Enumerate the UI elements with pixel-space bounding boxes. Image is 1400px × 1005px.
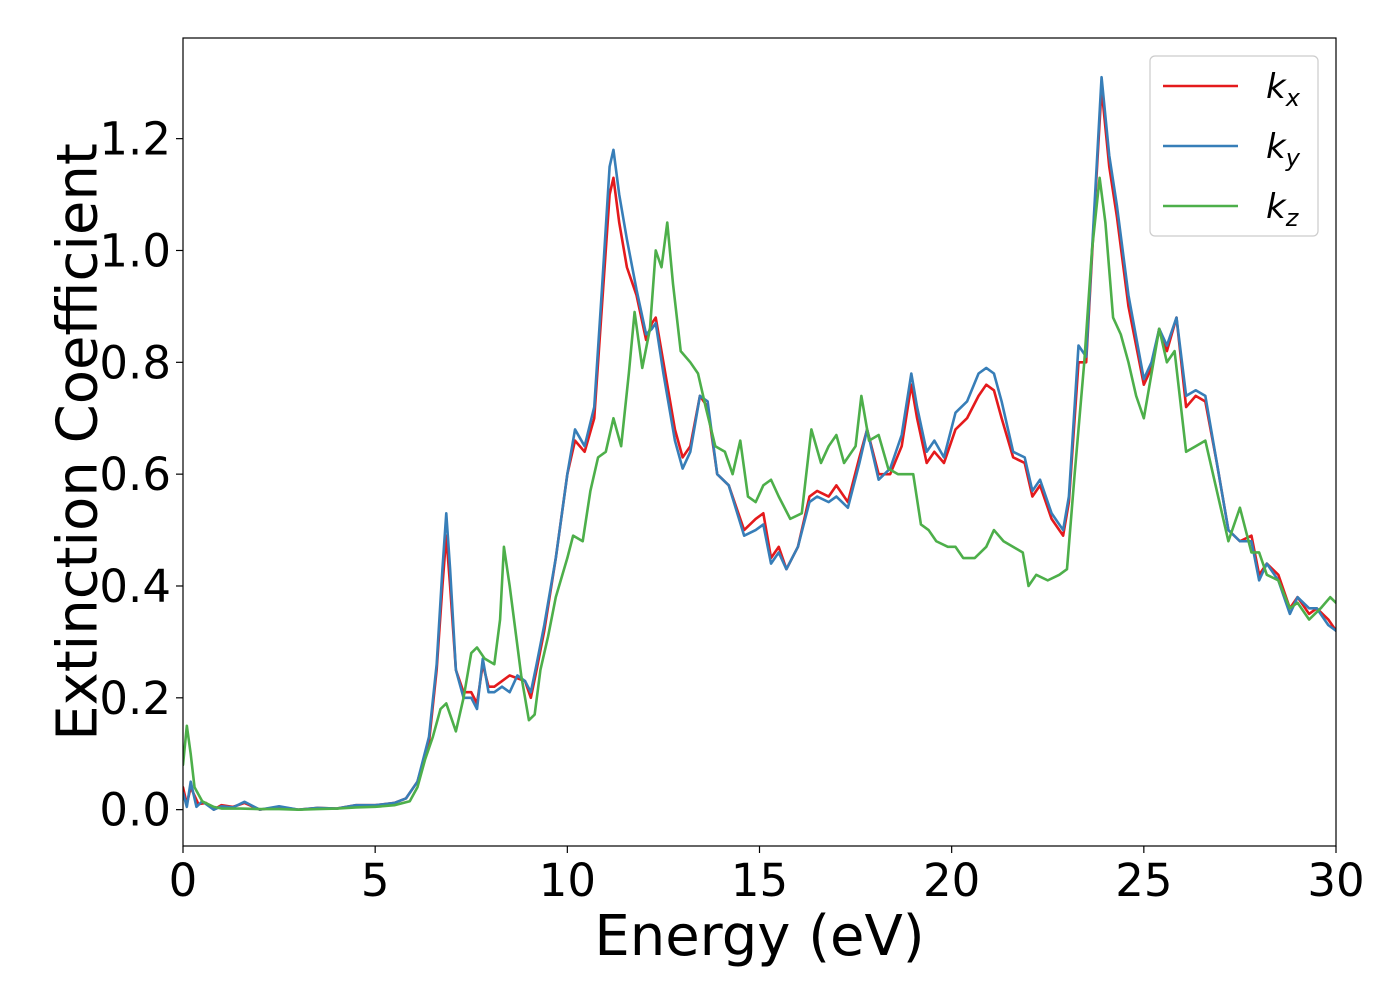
legend-label-base: k: [1266, 187, 1287, 227]
x-axis: 0 5 10 15 20 25 30: [169, 846, 1365, 907]
y-tick-label: 0.6: [99, 448, 171, 501]
y-tick-label: 1.0: [99, 224, 171, 277]
legend-label-k-y: ky: [1266, 127, 1301, 172]
y-axis: 0.0 0.2 0.4 0.6 0.8 1.0 1.2: [99, 113, 183, 837]
x-tick-label: 5: [361, 854, 390, 907]
x-axis-title: Energy (eV): [594, 904, 924, 969]
x-tick-label: 20: [923, 854, 980, 907]
series-layer: [183, 75, 1336, 811]
legend-label-subscript: z: [1285, 204, 1300, 232]
series-line-k-y: [183, 75, 1336, 811]
x-tick-label: 25: [1115, 854, 1172, 907]
legend-label-base: k: [1266, 67, 1287, 107]
legend-label-k-z: kz: [1266, 187, 1300, 232]
x-tick-label: 15: [731, 854, 788, 907]
series-line-k-z: [183, 176, 1336, 811]
y-tick-label: 0.0: [99, 784, 171, 837]
x-tick-label: 30: [1307, 854, 1364, 907]
x-tick-label: 0: [169, 854, 198, 907]
y-tick-label: 1.2: [99, 113, 171, 166]
y-tick-label: 0.8: [99, 336, 171, 389]
y-tick-label: 0.4: [99, 560, 171, 613]
y-axis-title: Extinction Coefficient: [46, 143, 111, 741]
legend-label-subscript: y: [1285, 144, 1301, 172]
legend-label-subscript: x: [1285, 84, 1301, 112]
legend-label-base: k: [1266, 127, 1287, 167]
x-tick-label: 10: [539, 854, 596, 907]
legend-label-k-x: kx: [1266, 67, 1301, 112]
y-tick-label: 0.2: [99, 672, 171, 725]
